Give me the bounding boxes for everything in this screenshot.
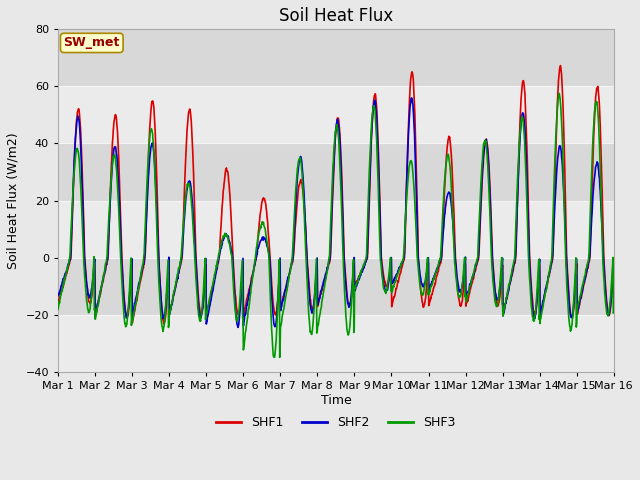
SHF3 <box>276 355 284 360</box>
X-axis label: Time: Time <box>321 394 351 407</box>
Line: SHF1: SHF1 <box>58 66 614 324</box>
SHF2 <box>241 318 248 324</box>
SHF3 <box>164 257 172 263</box>
SHF1 <box>241 310 248 315</box>
SHF2 <box>234 324 242 330</box>
SHF1 <box>54 300 62 306</box>
Bar <box>58 201 614 258</box>
Text: SW_met: SW_met <box>63 36 120 49</box>
SHF1 <box>178 255 186 261</box>
Bar <box>58 315 614 372</box>
SHF2 <box>495 288 503 294</box>
SHF3 <box>556 91 563 96</box>
SHF3 <box>610 309 618 315</box>
SHF2 <box>408 95 415 101</box>
Title: Soil Heat Flux: Soil Heat Flux <box>279 7 393 25</box>
SHF3 <box>495 292 503 298</box>
Bar <box>58 86 614 144</box>
SHF2 <box>610 255 618 261</box>
SHF1 <box>164 270 172 276</box>
Bar <box>58 29 614 86</box>
SHF2 <box>178 254 186 260</box>
SHF1 <box>422 286 430 292</box>
SHF2 <box>54 293 62 299</box>
SHF3 <box>422 269 430 275</box>
SHF1 <box>160 321 168 327</box>
SHF2 <box>545 275 552 280</box>
Y-axis label: Soil Heat Flux (W/m2): Soil Heat Flux (W/m2) <box>7 132 20 269</box>
Line: SHF3: SHF3 <box>58 94 614 358</box>
SHF2 <box>164 268 172 274</box>
Legend: SHF1, SHF2, SHF3: SHF1, SHF2, SHF3 <box>211 411 461 434</box>
SHF3 <box>544 275 552 281</box>
SHF1 <box>610 261 618 266</box>
SHF1 <box>544 276 552 282</box>
SHF2 <box>423 269 431 275</box>
SHF3 <box>240 345 248 350</box>
SHF3 <box>54 306 62 312</box>
SHF3 <box>178 247 186 252</box>
Bar <box>58 144 614 201</box>
Line: SHF2: SHF2 <box>58 98 614 327</box>
SHF1 <box>495 300 503 305</box>
Bar <box>58 258 614 315</box>
SHF1 <box>557 63 564 69</box>
